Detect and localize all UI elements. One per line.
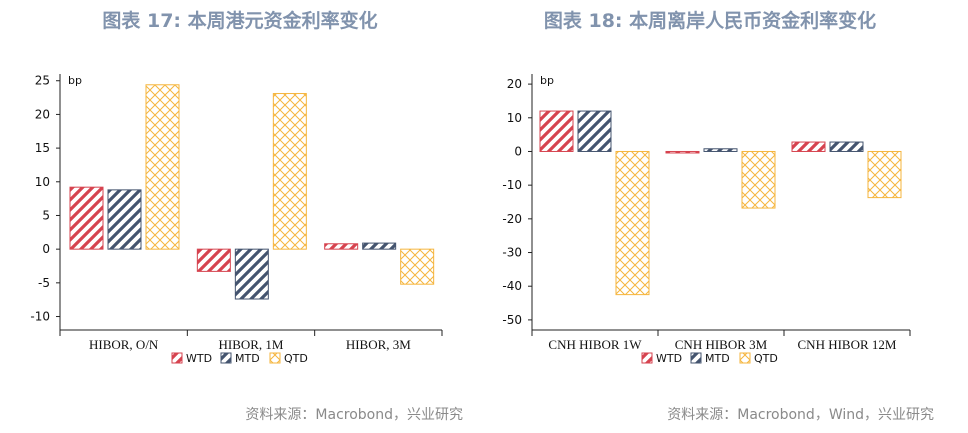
hkd-bar-wtd xyxy=(69,186,104,250)
hkd-bar-mtd xyxy=(362,242,397,250)
hkd-bar-mtd xyxy=(107,189,142,250)
hkd-bar-wtd xyxy=(196,248,231,272)
hkd-bar-qtd xyxy=(145,84,180,250)
cnh-bar-mtd xyxy=(703,148,738,152)
hkd-category-label: HIBOR, 1M xyxy=(218,337,283,352)
cnh-bar-qtd xyxy=(741,150,776,209)
hkd-y-tick-label: 15 xyxy=(35,141,50,155)
cnh-legend-label-wtd: WTD xyxy=(656,352,682,365)
cnh-bar-wtd xyxy=(665,150,700,154)
hkd-legend-label-qtd: QTD xyxy=(284,352,308,365)
cnh-bar-qtd xyxy=(867,150,902,199)
left-source-note: 资料来源：Macrobond，兴业研究 xyxy=(245,407,463,423)
hkd-bar-qtd xyxy=(400,248,435,285)
cnh-y-tick-label: -20 xyxy=(502,212,522,226)
cnh-legend-swatch-mtd xyxy=(690,352,702,364)
hkd-y-tick-label: -10 xyxy=(30,310,50,324)
cnh-unit-label: bp xyxy=(540,74,554,87)
cnh-category-label: CNH HIBOR 1W xyxy=(548,337,642,352)
cnh-legend-label-mtd: MTD xyxy=(705,352,730,365)
hkd-bar-wtd xyxy=(324,243,359,250)
cnh-legend-label-qtd: QTD xyxy=(754,352,778,365)
cnh-y-tick-label: 10 xyxy=(507,111,522,125)
hkd-category-label: HIBOR, 3M xyxy=(346,337,411,352)
left-chart-title: 图表 17: 本周港元资金利率变化 xyxy=(102,10,378,32)
hkd-y-tick-label: 20 xyxy=(35,107,50,121)
cnh-y-tick-label: -30 xyxy=(502,246,522,260)
right-chart-title: 图表 18: 本周离岸人民币资金利率变化 xyxy=(543,10,877,32)
cnh-bar-qtd xyxy=(615,150,650,296)
hkd-legend-swatch-wtd xyxy=(171,352,183,364)
cnh-y-tick-label: -40 xyxy=(502,279,522,293)
hkd-legend-swatch-qtd xyxy=(269,352,281,364)
cnh-category-label: CNH HIBOR 3M xyxy=(675,337,768,352)
hkd-bar-qtd xyxy=(272,93,307,250)
cnh-y-tick-label: 0 xyxy=(514,144,522,158)
cnh-bar-wtd xyxy=(791,141,826,152)
cnh-bar-mtd xyxy=(829,141,864,152)
cnh-category-label: CNH HIBOR 12M xyxy=(798,337,897,352)
cnh-y-tick-label: -10 xyxy=(502,178,522,192)
hkd-category-label: HIBOR, O/N xyxy=(89,337,159,352)
hkd-y-tick-label: 25 xyxy=(35,74,50,88)
cnh-legend-swatch-wtd xyxy=(641,352,653,364)
hkd-y-tick-label: 0 xyxy=(42,242,50,256)
hkd-y-tick-label: 10 xyxy=(35,175,50,189)
cnh-y-tick-label: -50 xyxy=(502,313,522,327)
hkd-legend-swatch-mtd xyxy=(220,352,232,364)
hkd-y-tick-label: -5 xyxy=(38,276,50,290)
hkd-bar-mtd xyxy=(234,248,269,300)
hkd-legend-label-wtd: WTD xyxy=(186,352,212,365)
cnh-bar-mtd xyxy=(577,110,612,152)
cnh-y-tick-label: 20 xyxy=(507,77,522,91)
right-source-note: 资料来源：Macrobond，Wind，兴业研究 xyxy=(667,407,934,423)
cnh-bar-wtd xyxy=(539,110,574,152)
hkd-y-tick-label: 5 xyxy=(42,208,50,222)
cnh-legend-swatch-qtd xyxy=(739,352,751,364)
hkd-legend-label-mtd: MTD xyxy=(235,352,260,365)
hkd-unit-label: bp xyxy=(68,74,82,87)
